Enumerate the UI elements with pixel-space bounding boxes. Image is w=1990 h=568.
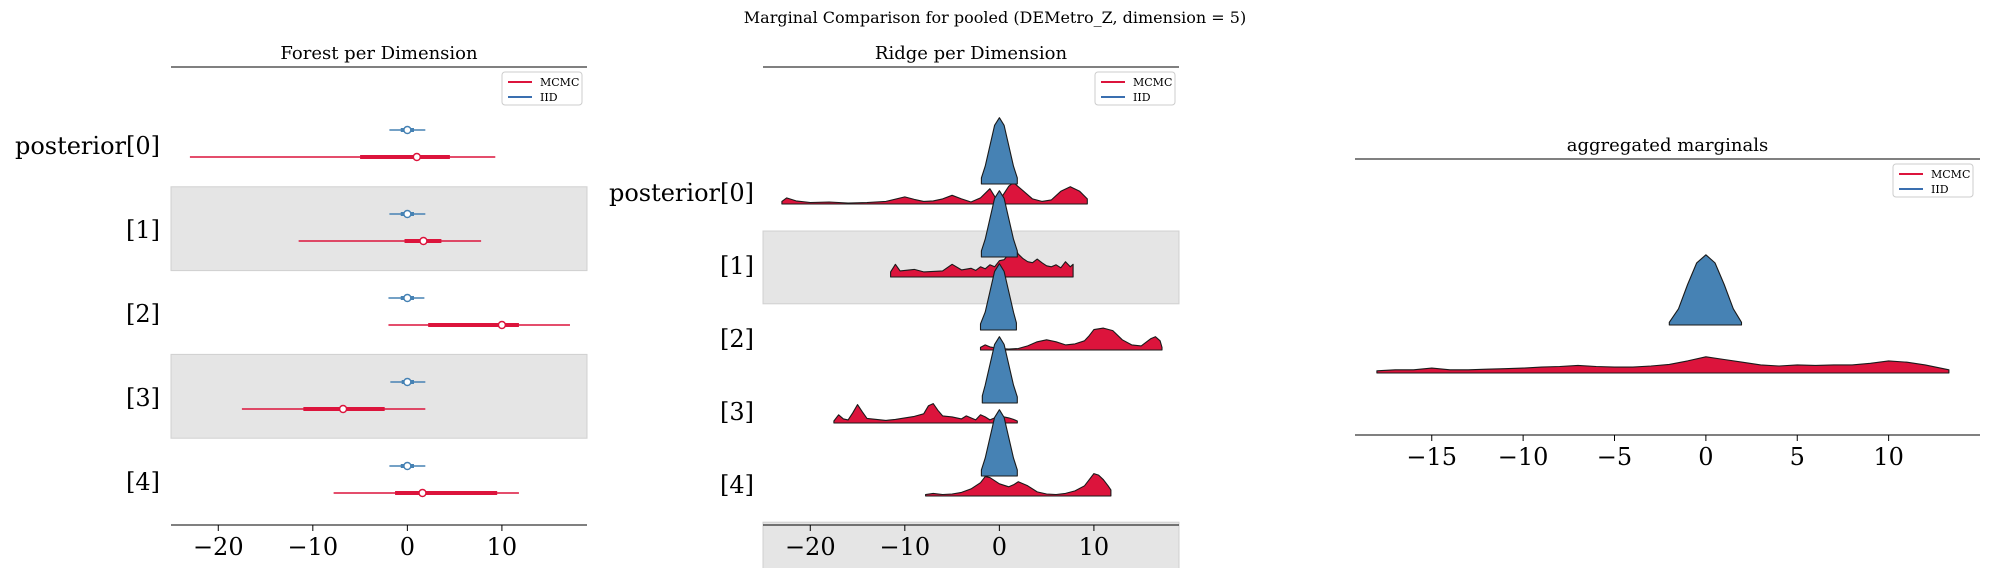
ridge-legend-iid-label: IID — [1133, 91, 1151, 104]
forest-x-tick-label: 0 — [400, 533, 415, 561]
forest-row-band — [170, 353, 588, 439]
ridge-row-label: posterior[0] — [609, 179, 754, 207]
agg-x-tick-label: −10 — [1498, 443, 1549, 471]
forest-row-label: [4] — [126, 468, 160, 496]
ridge-iid-density — [981, 336, 1018, 404]
forest-row-label: [2] — [126, 300, 160, 328]
forest-iid-median-point — [403, 293, 412, 303]
forest-mcmc-median-point — [412, 152, 422, 162]
ridge-row-band — [762, 230, 1180, 305]
agg-x-tick-label: 10 — [1873, 443, 1904, 471]
forest-row-label: [1] — [126, 216, 160, 244]
ridge-mcmc-density — [925, 473, 1112, 497]
figure-title: Marginal Comparison for pooled (DEMetro_… — [743, 8, 1247, 27]
ridge-iid-density — [980, 117, 1018, 185]
forest-row-band — [170, 186, 588, 272]
ridge-x-tick-label: 10 — [1079, 533, 1110, 561]
forest-mcmc-median-point — [418, 488, 427, 498]
ridge-x-tick-label: 0 — [992, 533, 1007, 561]
ridge-x-tick-label: −20 — [785, 533, 836, 561]
forest-iid-median-point — [403, 461, 412, 471]
agg-x-tick-label: 0 — [1698, 443, 1713, 471]
ridge-mcmc-density — [890, 244, 1074, 278]
ridge-row-label: [3] — [720, 398, 754, 426]
forest-mcmc-median-point — [497, 320, 507, 330]
ridge-mcmc-density — [833, 403, 1018, 424]
ridge-row-label: [4] — [720, 471, 754, 499]
forest-iid-median-point — [403, 125, 412, 135]
ridge-mcmc-density — [979, 327, 1163, 351]
ridge-row-label: [1] — [720, 252, 754, 280]
forest-x-tick-label: −20 — [193, 533, 244, 561]
agg-mcmc-density — [1376, 356, 1950, 374]
agg-legend-mcmc-label: MCMC — [1931, 168, 1970, 181]
ridge-row-label: [2] — [720, 325, 754, 353]
ridge-title: Ridge per Dimension — [875, 43, 1068, 64]
agg-title: aggregated marginals — [1567, 135, 1768, 156]
forest-title: Forest per Dimension — [280, 43, 478, 64]
forest-legend-iid-label: IID — [540, 91, 558, 104]
agg-x-tick-label: 5 — [1790, 443, 1805, 471]
forest-x-tick-label: −10 — [287, 533, 338, 561]
agg-x-tick-label: −5 — [1597, 443, 1632, 471]
agg-iid-density — [1668, 254, 1743, 326]
ridge-legend-mcmc-label: MCMC — [1133, 76, 1172, 89]
ridge-iid-density — [980, 409, 1018, 477]
forest-x-tick-label: 10 — [487, 533, 518, 561]
ridge-iid-density — [979, 263, 1017, 331]
forest-iid-median-point — [403, 377, 412, 387]
forest-iid-median-point — [403, 209, 412, 219]
forest-legend-mcmc-label: MCMC — [540, 76, 579, 89]
agg-legend-iid-label: IID — [1931, 183, 1949, 196]
forest-row-label: posterior[0] — [15, 132, 160, 160]
forest-mcmc-median-point — [338, 404, 348, 414]
ridge-x-tick-label: −10 — [879, 533, 930, 561]
agg-x-tick-label: −15 — [1406, 443, 1457, 471]
forest-mcmc-median-point — [419, 236, 428, 246]
ridge-iid-density — [980, 190, 1018, 258]
forest-row-label: [3] — [126, 384, 160, 412]
ridge-mcmc-density — [781, 182, 1088, 205]
ridge-row-band — [762, 521, 1180, 568]
